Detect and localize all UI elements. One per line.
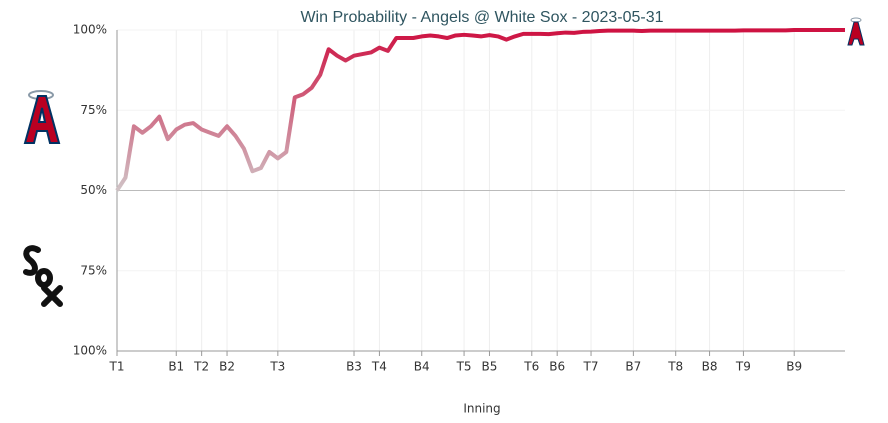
x-tick-label: T2 <box>193 360 209 374</box>
x-tick-label: B8 <box>702 360 718 374</box>
x-tick-label: T3 <box>269 360 285 374</box>
x-tick-label: B1 <box>168 360 184 374</box>
y-tick-label: 75% <box>80 103 107 117</box>
x-tick-label: B5 <box>482 360 498 374</box>
chart-title: Win Probability - Angels @ White Sox - 2… <box>300 9 663 26</box>
x-tick-label: T7 <box>583 360 599 374</box>
win-prob-line <box>115 28 845 192</box>
y-tick-label: 100% <box>73 344 107 358</box>
x-tick-label: T5 <box>456 360 472 374</box>
angels-logo <box>23 90 61 144</box>
x-tick-label: T9 <box>735 360 751 374</box>
x-tick-label: B3 <box>346 360 362 374</box>
y-tick-label: 50% <box>80 183 107 197</box>
x-tick-label: B9 <box>786 360 802 374</box>
y-tick-label: 75% <box>80 263 107 277</box>
angels-logo-small <box>847 17 865 46</box>
y-tick-label: 100% <box>73 23 107 37</box>
white-sox-logo <box>23 245 63 307</box>
x-axis-label: Inning <box>463 402 500 416</box>
x-tick-label: T4 <box>371 360 387 374</box>
x-tick-label: T1 <box>109 360 125 374</box>
x-tick-label: T8 <box>667 360 683 374</box>
x-tick-label: T6 <box>523 360 539 374</box>
x-tick-label: B2 <box>219 360 235 374</box>
x-tick-label: B6 <box>549 360 565 374</box>
x-tick-label: B4 <box>414 360 430 374</box>
x-tick-label: B7 <box>625 360 641 374</box>
